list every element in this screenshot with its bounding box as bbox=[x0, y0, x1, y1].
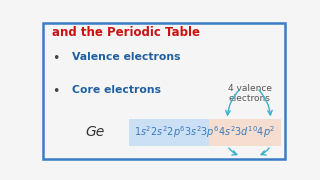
Text: Ge: Ge bbox=[85, 125, 104, 140]
FancyBboxPatch shape bbox=[209, 119, 281, 146]
Text: 4 valence
electrons: 4 valence electrons bbox=[228, 84, 272, 103]
Text: •: • bbox=[52, 85, 60, 98]
Text: Valence electrons: Valence electrons bbox=[72, 52, 181, 62]
Text: and the Periodic Table: and the Periodic Table bbox=[52, 26, 200, 39]
FancyBboxPatch shape bbox=[129, 119, 209, 146]
Text: •: • bbox=[52, 52, 60, 65]
Text: $1s^22s^22p^63s^23p^64s^23d^{10}4p^2$: $1s^22s^22p^63s^23p^64s^23d^{10}4p^2$ bbox=[134, 125, 276, 140]
Text: Core electrons: Core electrons bbox=[72, 85, 161, 95]
